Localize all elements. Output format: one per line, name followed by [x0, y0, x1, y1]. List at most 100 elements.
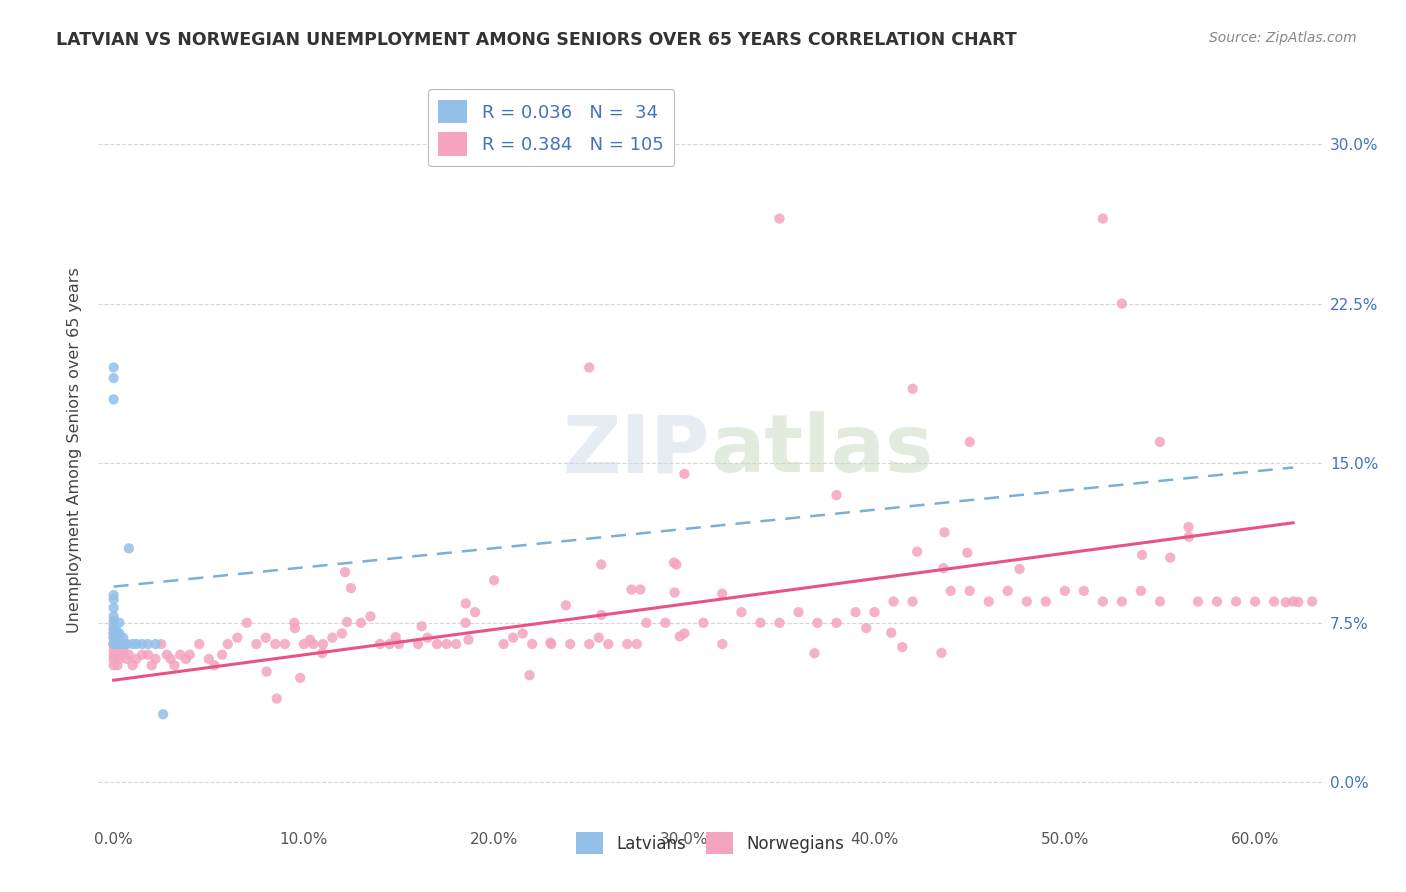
Point [179, 648, 201, 662]
Point [538, 635, 561, 649]
Point [1282, 594, 1305, 608]
Point [108, 652, 131, 666]
Point [845, 605, 868, 619]
Point [825, 488, 848, 502]
Point [668, 630, 690, 644]
Point [236, 615, 259, 630]
Point [115, 652, 138, 666]
Point [118, 541, 141, 556]
Point [932, 561, 955, 575]
Point [959, 583, 981, 598]
Point [512, 626, 534, 640]
Point [103, 622, 125, 636]
Point [636, 615, 658, 630]
Point [411, 619, 433, 633]
Point [110, 637, 132, 651]
Point [350, 615, 373, 630]
Point [226, 631, 249, 645]
Text: atlas: atlas [710, 411, 934, 490]
Point [1177, 520, 1199, 534]
Point [103, 631, 125, 645]
Point [108, 631, 131, 645]
Point [197, 652, 219, 666]
Point [426, 637, 449, 651]
Point [290, 671, 312, 685]
Point [330, 626, 353, 640]
Point [1091, 594, 1114, 608]
Point [519, 668, 541, 682]
Legend: Latvians, Norwegians: Latvians, Norwegians [569, 826, 851, 861]
Point [108, 615, 131, 630]
Point [711, 637, 734, 651]
Point [103, 626, 125, 640]
Point [901, 594, 924, 608]
Point [103, 360, 125, 375]
Point [560, 637, 582, 651]
Point [104, 631, 127, 645]
Point [956, 546, 979, 560]
Text: LATVIAN VS NORWEGIAN UNEMPLOYMENT AMONG SENIORS OVER 65 YEARS CORRELATION CHART: LATVIAN VS NORWEGIAN UNEMPLOYMENT AMONG … [56, 31, 1017, 49]
Y-axis label: Unemployment Among Seniors over 65 years: Unemployment Among Seniors over 65 years [67, 268, 83, 633]
Point [103, 643, 125, 657]
Point [121, 637, 143, 651]
Point [150, 637, 173, 651]
Point [444, 637, 467, 651]
Point [333, 565, 356, 579]
Point [115, 637, 138, 651]
Point [883, 594, 905, 608]
Point [274, 637, 297, 651]
Point [340, 581, 363, 595]
Point [730, 605, 752, 619]
Point [1206, 594, 1229, 608]
Point [114, 637, 136, 651]
Point [905, 544, 928, 558]
Point [336, 615, 359, 629]
Point [145, 652, 167, 666]
Point [118, 648, 141, 662]
Point [103, 637, 125, 651]
Point [416, 631, 439, 645]
Point [1053, 583, 1076, 598]
Point [112, 631, 135, 645]
Point [311, 646, 333, 660]
Point [806, 615, 828, 630]
Point [302, 637, 325, 651]
Point [103, 637, 125, 651]
Point [256, 665, 278, 679]
Text: Source: ZipAtlas.com: Source: ZipAtlas.com [1209, 31, 1357, 45]
Point [1129, 583, 1152, 598]
Point [108, 637, 131, 651]
Point [292, 637, 315, 651]
Point [145, 637, 167, 651]
Point [1263, 594, 1285, 608]
Point [863, 605, 886, 619]
Point [284, 621, 307, 635]
Point [616, 637, 638, 651]
Point [931, 646, 953, 660]
Point [103, 600, 125, 615]
Point [578, 637, 600, 651]
Point [103, 658, 125, 673]
Point [554, 599, 576, 613]
Point [598, 637, 620, 651]
Point [264, 637, 287, 651]
Point [359, 609, 381, 624]
Point [673, 467, 696, 481]
Point [254, 631, 277, 645]
Point [406, 637, 429, 651]
Point [880, 625, 903, 640]
Point [103, 592, 125, 607]
Point [803, 646, 825, 660]
Point [492, 637, 515, 651]
Point [107, 658, 129, 673]
Point [103, 614, 125, 628]
Point [299, 632, 322, 647]
Point [1274, 595, 1296, 609]
Point [110, 648, 132, 662]
Point [103, 392, 125, 407]
Point [125, 652, 148, 666]
Point [1301, 594, 1323, 608]
Point [628, 582, 651, 597]
Point [1111, 296, 1133, 310]
Point [588, 631, 610, 645]
